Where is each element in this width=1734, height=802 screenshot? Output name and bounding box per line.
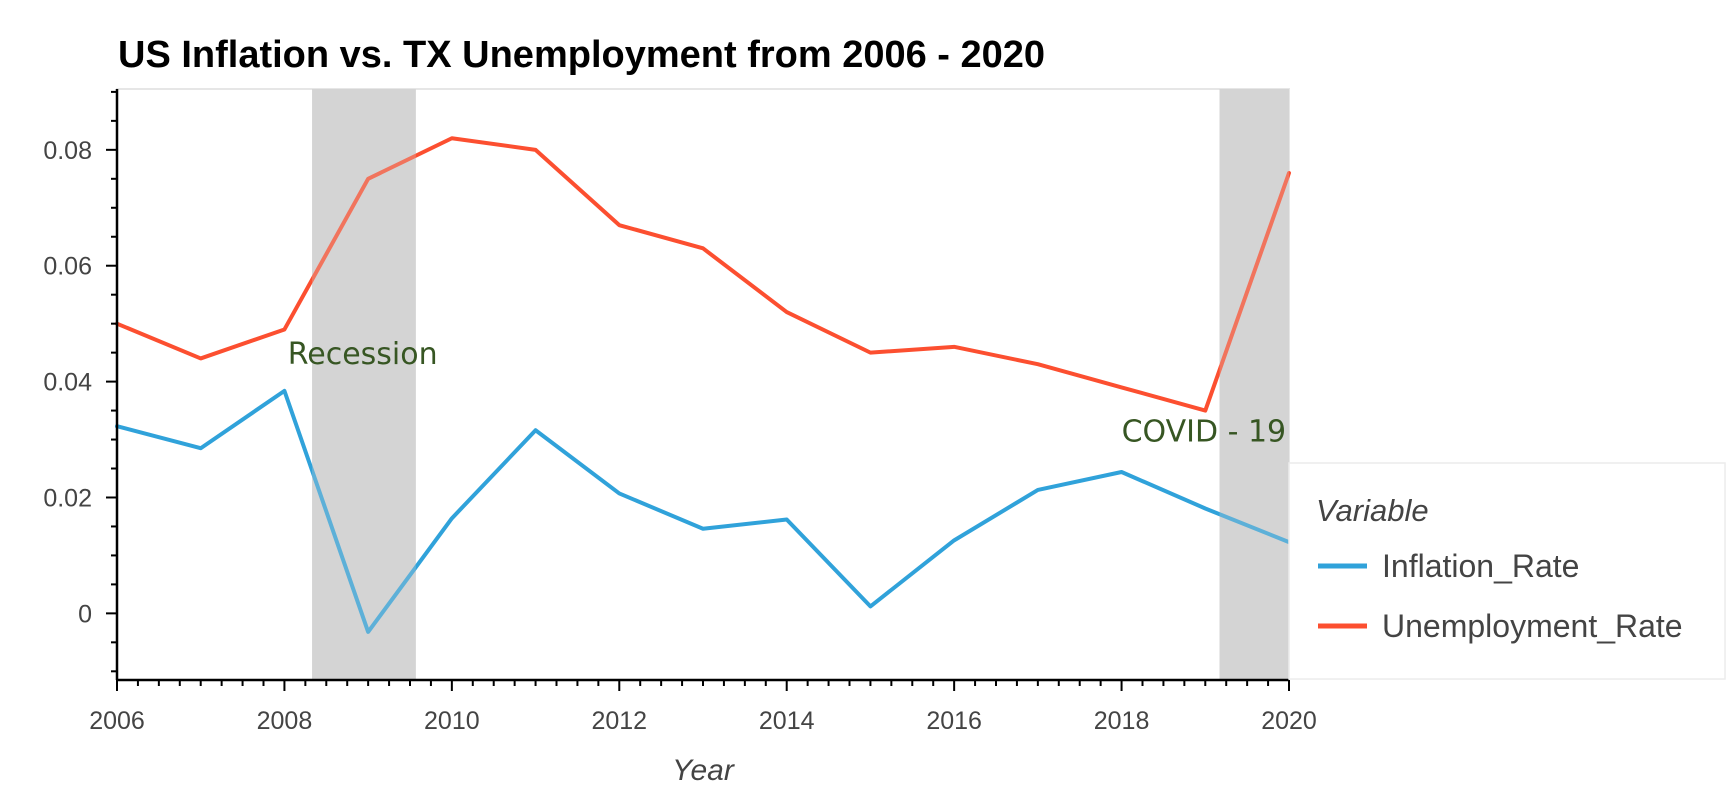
axes: 00.020.040.060.08 2006 2008 2010 2012 2014 20… (43, 89, 1317, 735)
legend-title: Variable (1316, 493, 1429, 528)
legend-label-unemployment-rate: Unemployment_Rate (1382, 608, 1683, 644)
series-lines (115, 89, 1291, 680)
y-tick-label: 0.04 (43, 369, 92, 397)
legend-box (1288, 462, 1726, 680)
y-tick-label: 0 (78, 600, 92, 628)
x-tick-label: 2006 (89, 707, 145, 735)
legend-entries: Inflation_Rate Unemployment_Rate (1318, 548, 1683, 644)
x-tick-label: 2018 (1094, 707, 1150, 735)
series-line-unemployment-rate (115, 136, 1291, 413)
y-axis-ticks: 0 0.02 0.04 0.06 0.08 (43, 90, 117, 673)
annotations: Recession COVID - 19 (288, 337, 1286, 449)
x-tick-label: 2014 (759, 707, 815, 735)
x-axis-label: Year (672, 754, 735, 787)
shaded-region-2 (1219, 89, 1289, 680)
x-tick-label: 2010 (424, 707, 480, 735)
x-axis-ticks: 2006 2008 2010 2012 2014 2016 2018 2020 (89, 680, 1317, 735)
legend: Variable Inflation_Rate Unemployment_Rate (1288, 462, 1726, 680)
y-tick-label: 0.02 (43, 484, 92, 512)
x-tick-label: 2020 (1261, 707, 1317, 735)
y-tick-label: 0.06 (43, 253, 92, 281)
x-tick-label: 2016 (926, 707, 982, 735)
shaded-region-overlay-2 (1219, 89, 1289, 680)
chart-title: US Inflation vs. TX Unemployment from 20… (118, 34, 1045, 76)
annotation-recession: Recession (288, 337, 438, 372)
x-tick-label: 2012 (591, 707, 647, 735)
annotation-covid-19: COVID - 19 (1122, 414, 1287, 449)
x-tick-label: 2008 (257, 707, 313, 735)
shaded-region-overlay-1 (312, 89, 416, 680)
legend-label-inflation-rate: Inflation_Rate (1382, 548, 1579, 584)
series-line-inflation-rate (115, 388, 1291, 634)
y-tick-label: 0.08 (43, 137, 92, 165)
